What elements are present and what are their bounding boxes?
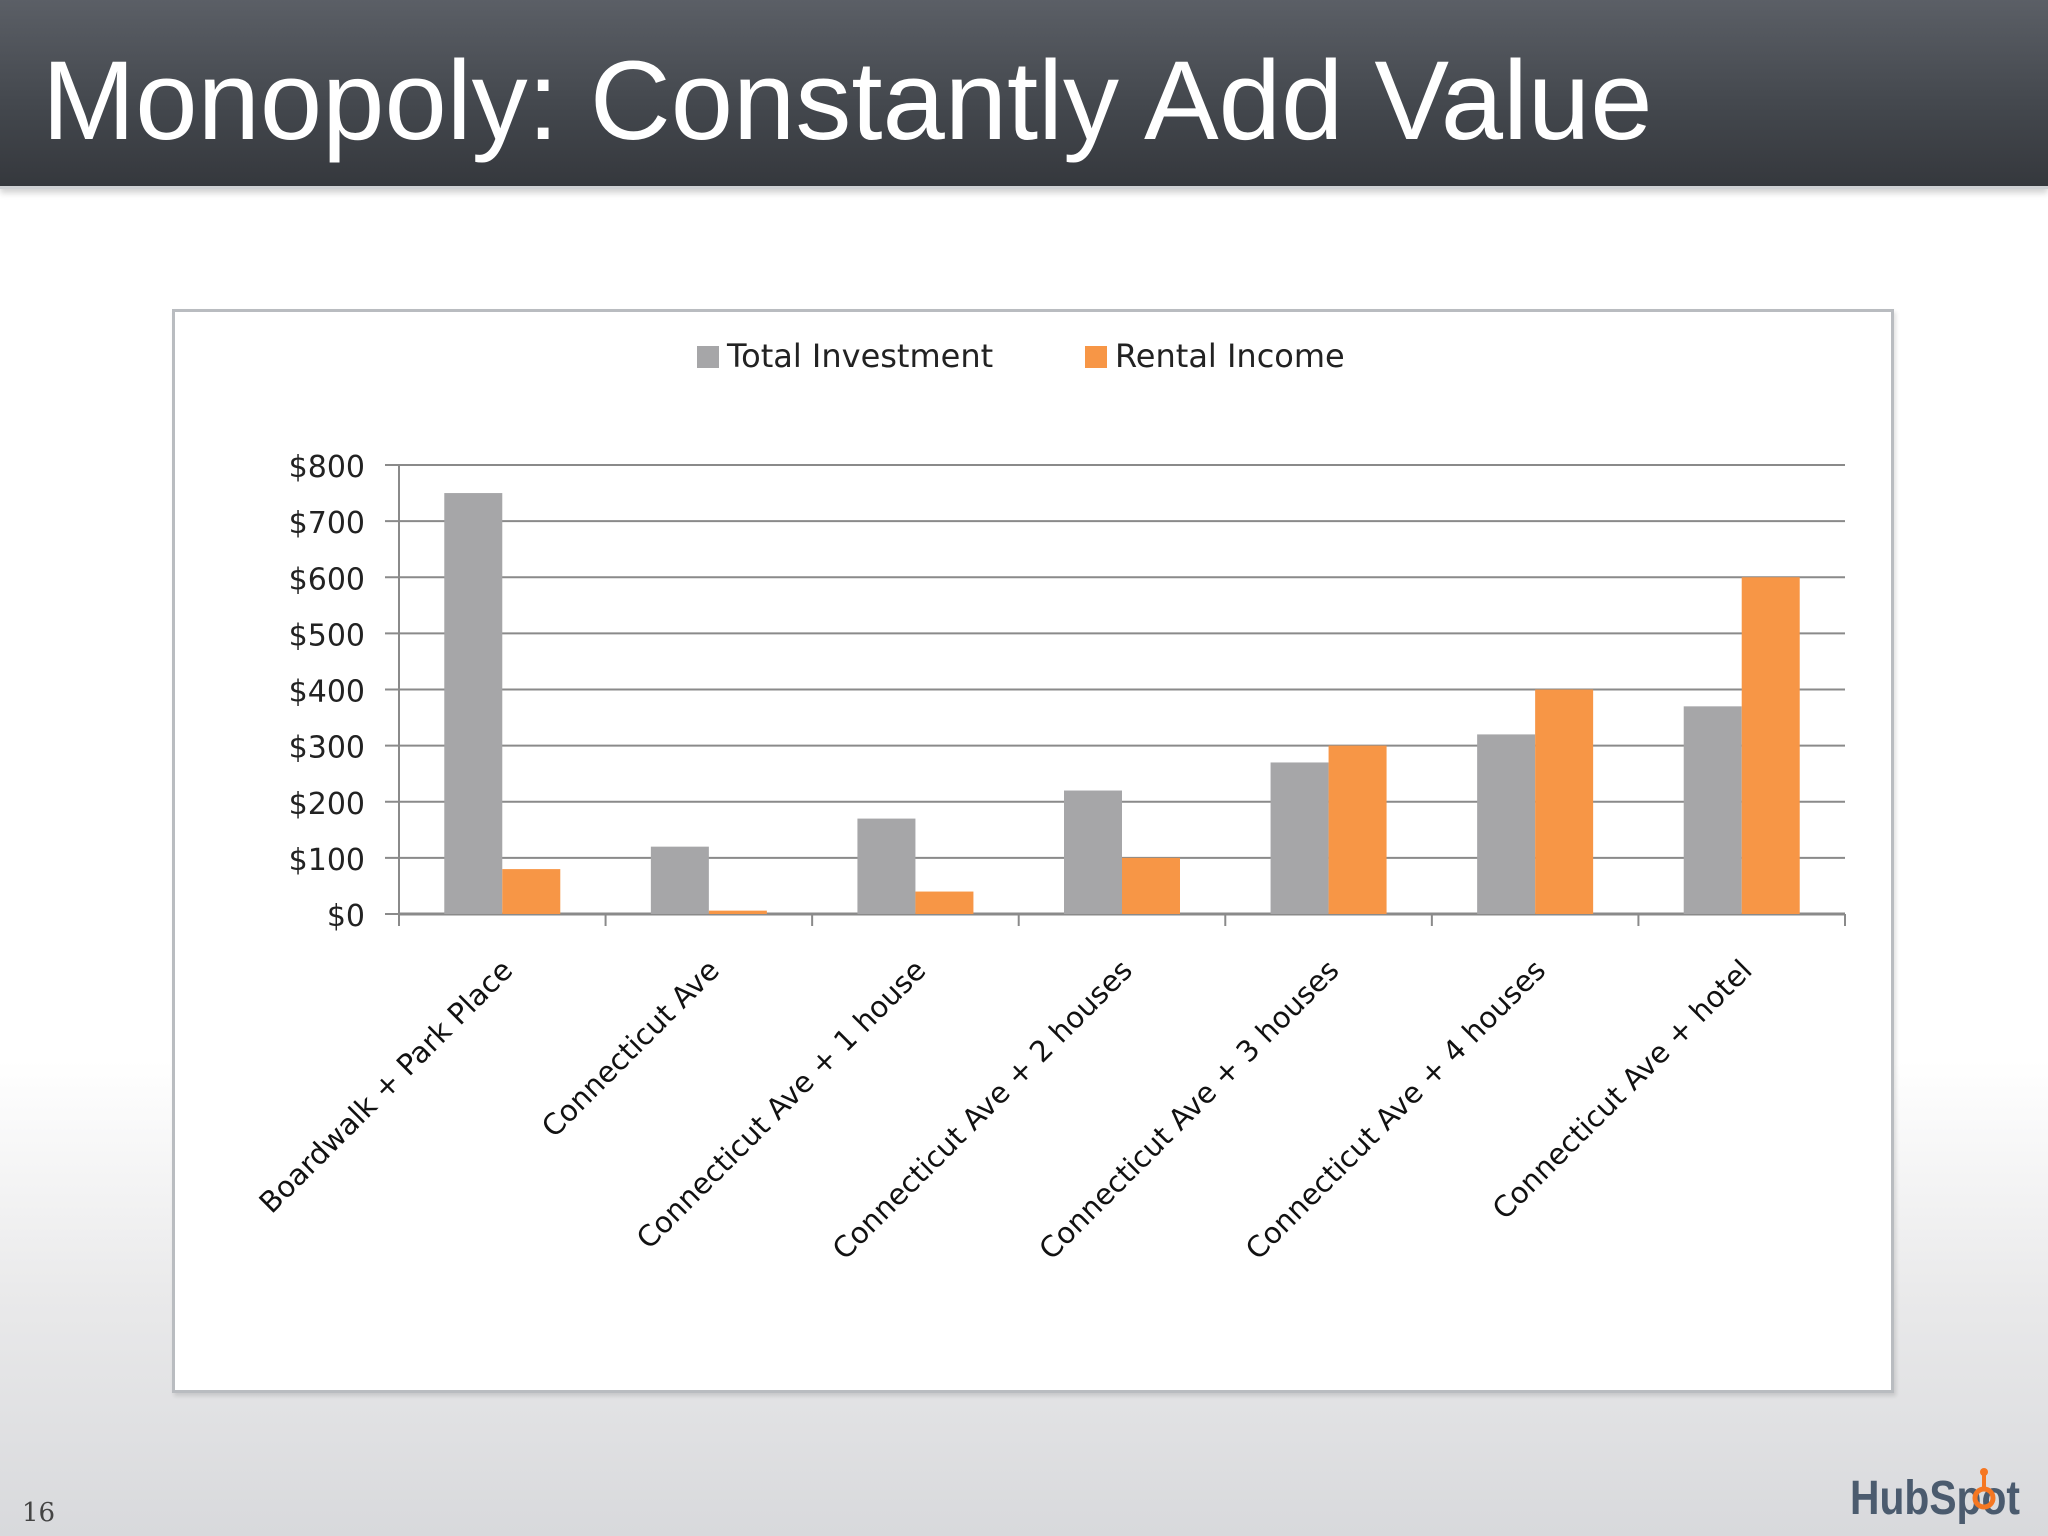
legend-label-total-investment: Total Investment bbox=[726, 337, 993, 375]
total-investment-bar bbox=[857, 818, 916, 914]
hubspot-logo: HubSpot bbox=[1850, 1468, 2020, 1525]
legend-swatch-total-investment bbox=[697, 346, 719, 368]
total-investment-bar bbox=[1270, 762, 1329, 914]
total-investment-bar bbox=[1477, 734, 1536, 914]
x-category-label: Connecticut Ave bbox=[535, 953, 726, 1144]
rental-income-bar bbox=[1535, 689, 1594, 914]
y-tick-label: $400 bbox=[289, 675, 365, 710]
slide-number: 16 bbox=[22, 1498, 56, 1528]
slide-title: Monopoly: Constantly Add Value bbox=[42, 38, 1653, 163]
rental-income-bar bbox=[1741, 577, 1800, 914]
rental-income-bar bbox=[708, 910, 767, 914]
total-investment-bar bbox=[444, 493, 503, 914]
bar-chart: $0 $100 $200 $300 $400 $500 $600 $700 $800 Boardw… bbox=[252, 337, 1846, 1266]
y-tick-label: $600 bbox=[289, 562, 365, 597]
y-tick-label: $0 bbox=[327, 899, 365, 934]
rental-income-bar bbox=[502, 869, 561, 914]
legend-label-rental-income: Rental Income bbox=[1115, 337, 1345, 375]
x-category-label: Boardwalk + Park Place bbox=[252, 953, 519, 1220]
rental-income-bar bbox=[915, 891, 974, 914]
rental-income-bar bbox=[1328, 745, 1387, 914]
total-investment-bar bbox=[1683, 706, 1742, 914]
y-tick-label: $700 bbox=[289, 506, 365, 541]
slide-title-bar: Monopoly: Constantly Add Value bbox=[0, 0, 2048, 189]
total-investment-bar bbox=[650, 846, 709, 914]
chart-container: $0 $100 $200 $300 $400 $500 $600 $700 $800 Boardw… bbox=[172, 309, 1894, 1393]
y-tick-label: $800 bbox=[289, 450, 365, 485]
y-tick-label: $300 bbox=[289, 731, 365, 766]
legend-swatch-rental-income bbox=[1085, 346, 1107, 368]
y-tick-label: $500 bbox=[289, 618, 365, 653]
y-tick-label: $100 bbox=[289, 843, 365, 878]
total-investment-bar bbox=[1064, 790, 1122, 914]
y-tick-label: $200 bbox=[289, 787, 365, 822]
rental-income-bar bbox=[1122, 857, 1180, 914]
